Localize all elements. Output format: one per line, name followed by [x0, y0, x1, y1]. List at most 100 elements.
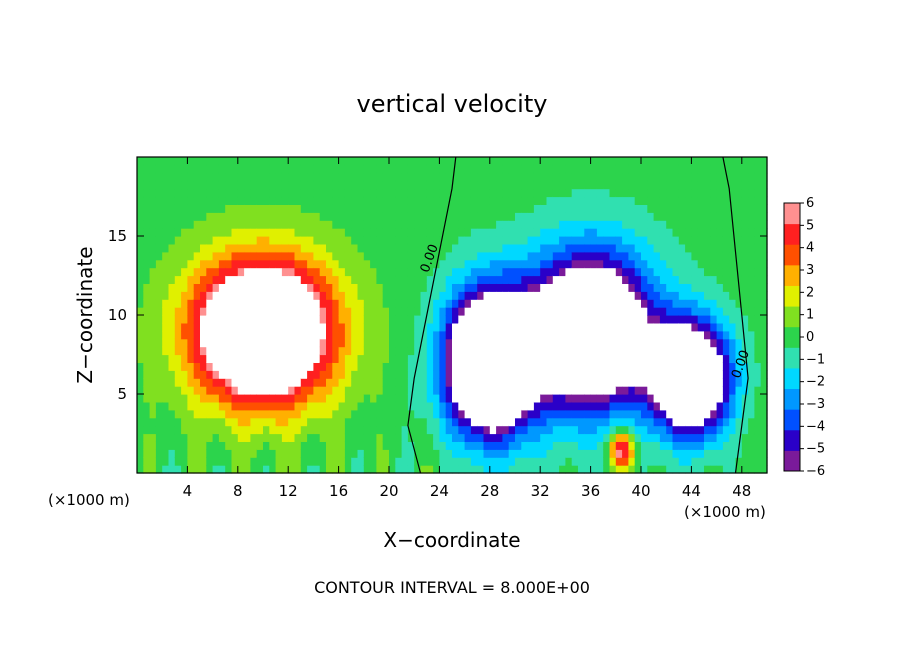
field-cell — [344, 180, 352, 190]
field-cell — [565, 322, 573, 332]
field-cell — [622, 164, 629, 174]
field-cell — [357, 457, 365, 466]
field-cell — [685, 275, 692, 284]
field-cell — [477, 196, 485, 205]
field-cell — [710, 338, 718, 348]
field-cell — [496, 267, 503, 277]
field-cell — [559, 307, 566, 316]
field-cell — [319, 157, 327, 166]
field-cell — [716, 378, 724, 387]
field-cell — [237, 228, 245, 237]
field-cell — [470, 196, 478, 205]
field-cell — [704, 251, 711, 261]
field-cell — [666, 378, 674, 387]
field-cell — [338, 449, 346, 458]
field-cell — [741, 354, 749, 363]
field-cell — [716, 386, 724, 395]
field-cell — [622, 354, 629, 363]
field-cell — [344, 196, 352, 205]
field-cell — [464, 322, 472, 332]
field-cell — [420, 441, 428, 450]
field-cell — [319, 401, 327, 411]
field-cell — [269, 409, 277, 419]
field-cell — [716, 362, 724, 371]
field-cell — [344, 251, 352, 261]
field-cell — [155, 441, 163, 450]
field-cell — [748, 441, 755, 450]
field-cell — [653, 204, 661, 213]
field-cell — [641, 228, 648, 237]
field-cell — [256, 299, 264, 308]
field-cell — [735, 275, 743, 284]
field-cell — [401, 330, 409, 340]
field-cell — [729, 251, 737, 261]
field-cell — [483, 212, 491, 221]
field-cell — [187, 441, 195, 450]
field-cell — [704, 172, 711, 182]
field-cell — [672, 196, 680, 205]
field-cell — [376, 236, 384, 245]
field-cell — [319, 172, 327, 182]
field-cell — [666, 299, 674, 308]
field-cell — [496, 212, 503, 221]
field-cell — [395, 425, 403, 435]
field-cell — [357, 315, 365, 324]
field-cell — [634, 157, 642, 166]
field-cell — [735, 220, 743, 229]
field-cell — [622, 243, 629, 253]
field-cell — [237, 457, 245, 466]
field-cell — [515, 378, 522, 387]
field-cell — [193, 157, 201, 166]
field-cell — [143, 220, 151, 229]
field-cell — [735, 394, 743, 403]
field-cell — [691, 362, 699, 371]
field-cell — [760, 441, 768, 450]
field-cell — [464, 196, 472, 205]
field-cell — [376, 449, 384, 458]
field-cell — [678, 338, 686, 348]
field-cell — [748, 322, 755, 332]
field-cell — [716, 338, 724, 348]
field-cell — [206, 425, 214, 435]
field-cell — [395, 322, 403, 332]
field-cell — [691, 275, 699, 284]
field-cell — [155, 394, 163, 403]
field-cell — [149, 370, 157, 379]
field-cell — [704, 425, 711, 435]
field-cell — [275, 267, 283, 277]
field-cell — [578, 457, 585, 466]
field-cell — [250, 251, 258, 261]
field-cell — [288, 180, 296, 190]
field-cell — [729, 275, 737, 284]
x-tick-label: 28 — [480, 482, 499, 500]
y-tick-label: 10 — [108, 306, 127, 324]
field-cell — [407, 401, 415, 411]
field-cell — [407, 243, 415, 253]
field-cell — [634, 283, 642, 292]
field-cell — [439, 204, 447, 213]
field-cell — [653, 236, 661, 245]
field-cell — [502, 386, 510, 395]
field-cell — [615, 275, 623, 284]
field-cell — [697, 196, 705, 205]
field-cell — [464, 188, 472, 198]
field-cell — [603, 315, 611, 324]
field-cell — [697, 157, 705, 166]
field-cell — [741, 362, 749, 371]
field-cell — [653, 164, 661, 174]
field-cell — [678, 401, 686, 411]
field-cell — [722, 251, 730, 261]
field-cell — [174, 228, 182, 237]
field-cell — [307, 188, 314, 198]
field-cell — [760, 228, 768, 237]
field-cell — [244, 457, 251, 466]
field-cell — [439, 362, 447, 371]
field-cell — [269, 212, 277, 221]
field-cell — [250, 164, 258, 174]
field-cell — [326, 386, 333, 395]
field-cell — [458, 315, 466, 324]
field-cell — [546, 299, 554, 308]
field-cell — [275, 299, 283, 308]
field-cell — [281, 196, 289, 205]
field-cell — [376, 362, 384, 371]
